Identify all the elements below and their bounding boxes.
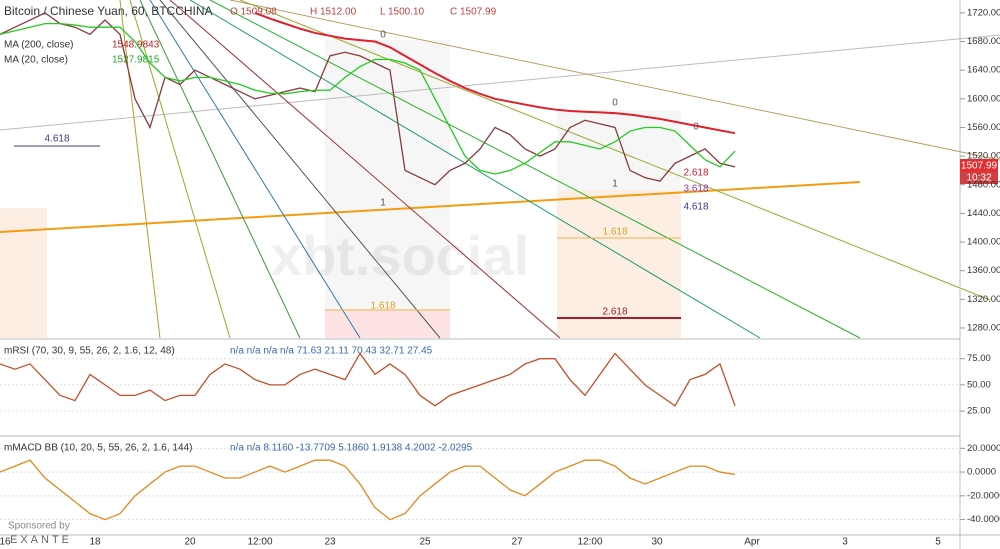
ohlc: O 1509.08	[230, 7, 277, 18]
y-tick-label: 1640.00	[967, 65, 1000, 76]
fib-label: 1.618	[602, 227, 627, 238]
series-line	[0, 22, 736, 175]
series-line	[0, 352, 736, 407]
x-tick-label: Apr	[744, 537, 760, 548]
last-time: 10:32	[966, 173, 991, 184]
x-tick-label: 25	[419, 537, 431, 548]
fib-zone	[0, 208, 47, 338]
fib-label: 0	[612, 98, 618, 109]
x-tick-label: 3	[842, 537, 848, 548]
fib-label: 1.618	[370, 301, 395, 312]
fan-lines	[119, 0, 991, 339]
last-price: 1507.99	[961, 161, 998, 172]
indicator-value: 1548.9843	[112, 40, 160, 51]
fib-label: 0	[693, 122, 699, 133]
last-time-tag	[960, 172, 998, 184]
fib-label: 0	[380, 30, 386, 41]
x-tick-label: 5	[935, 537, 941, 548]
trend-line	[0, 34, 1000, 131]
fib-zone	[325, 310, 450, 338]
watermark: xbt.social	[271, 224, 529, 287]
y-tick-label: 50.00	[967, 379, 991, 390]
y-tick-label: -40.0000	[967, 514, 1000, 525]
x-tick-label: 12:00	[247, 537, 272, 548]
x-tick-label: 20	[184, 537, 196, 548]
y-tick-label: 1720.00	[967, 7, 1000, 18]
x-tick-label: 16	[0, 537, 11, 548]
fib-zone	[557, 190, 681, 338]
pane-title: mMACD BB (10, 20, 5, 55, 26, 2, 1.6, 144…	[4, 443, 192, 454]
y-tick-label: 0.0000	[967, 467, 996, 478]
indicator-value: 1527.9815	[112, 55, 160, 66]
pane-title: mRSI (70, 30, 9, 55, 26, 2, 1.6, 12, 48)	[4, 346, 175, 357]
y-tick-label: 1680.00	[967, 36, 1000, 47]
chart-title: Bitcoin / Chinese Yuan, 60, BTCCHINA	[4, 4, 213, 18]
x-tick-label: 12:00	[577, 537, 602, 548]
sponsor-name: EXANTE	[10, 534, 72, 546]
indicator-name: MA (200, close)	[4, 40, 73, 51]
y-tick-label: 20.0000	[967, 443, 1000, 454]
ohlc: L 1500.10	[380, 7, 425, 18]
y-tick-label: 75.00	[967, 353, 991, 364]
y-tick-label: 1400.00	[967, 237, 1000, 248]
fib-label: 2.618	[683, 168, 708, 179]
sponsor: Sponsored by	[8, 521, 70, 532]
series-line	[254, 11, 736, 135]
ohlc: C 1507.99	[450, 7, 497, 18]
y-tick-label: 25.00	[967, 406, 991, 417]
y-tick-label: 1440.00	[967, 208, 1000, 219]
last-price-tag	[960, 159, 998, 172]
y-tick-label: 1600.00	[967, 93, 1000, 104]
pane-readout: n/a n/a n/a n/a 71.63 21.11 70.43 32.71 …	[230, 346, 433, 357]
fib-label: 3.618	[683, 184, 708, 195]
trend-line	[229, 0, 1000, 161]
fib-label: 1	[380, 198, 386, 209]
fib-label: 4.618	[44, 134, 69, 145]
ohlc: H 1512.00	[310, 7, 357, 18]
y-tick-label: 1320.00	[967, 294, 1000, 305]
y-tick-label: 1520.00	[967, 151, 1000, 162]
x-tick-label: 18	[89, 537, 101, 548]
y-tick-label: -20.0000	[967, 490, 1000, 501]
y-tick-label: 1560.00	[967, 122, 1000, 133]
x-tick-label: 23	[324, 537, 336, 548]
y-tick-label: 1480.00	[967, 179, 1000, 190]
series-line	[0, 12, 736, 186]
pane-readout: n/a n/a 8.1160 -13.7709 5.1860 1.9138 4.…	[230, 443, 473, 454]
fib-label: 1	[612, 179, 618, 190]
y-tick-label: 1280.00	[967, 322, 1000, 333]
fib-label: 4.618	[683, 202, 708, 213]
y-tick-label: 1360.00	[967, 265, 1000, 276]
series-line	[0, 459, 736, 521]
indicator-name: MA (20, close)	[4, 55, 68, 66]
x-tick-label: 30	[651, 537, 663, 548]
x-tick-label: 27	[511, 537, 523, 548]
fib-label: 2.618	[602, 307, 627, 318]
